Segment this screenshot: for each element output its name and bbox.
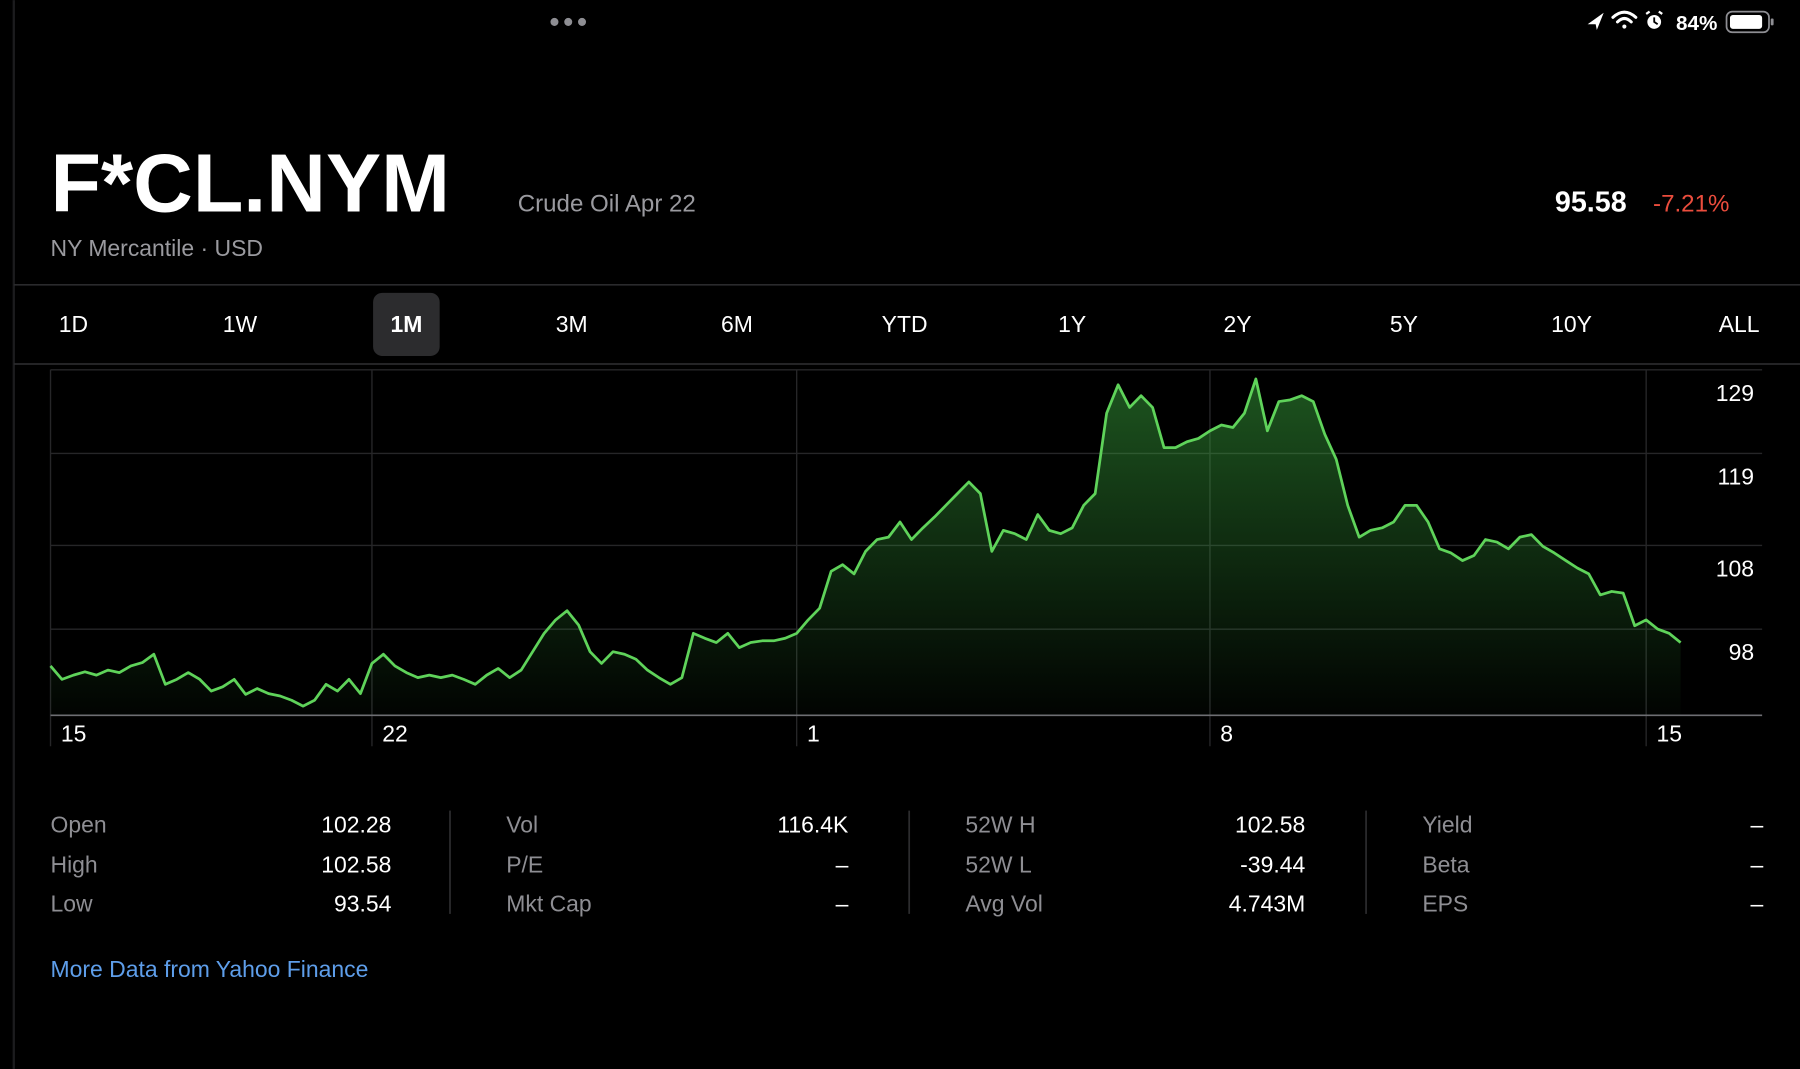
range-selected-bg [373, 292, 440, 356]
stat-label: Low [51, 891, 94, 917]
chart: 98 108 119 129 15 22 1 8 15 [49, 369, 1763, 747]
stats-table: Open 102.28 High 102.58 Low 93.54 Vol 116.4K P/E… [51, 810, 1763, 917]
range-option[interactable]: ALL [1719, 311, 1760, 337]
x-tick-label: 15 [1657, 721, 1683, 747]
stat-label: Mkt Cap [506, 891, 591, 917]
range-option[interactable]: 2Y [1223, 311, 1251, 337]
stat-value: 102.28 [321, 811, 391, 837]
range-option[interactable]: 6M [721, 311, 753, 337]
stat-label: Yield [1422, 811, 1472, 837]
stat-value: – [1750, 852, 1763, 878]
stat-label: Beta [1422, 852, 1469, 878]
x-tick-label: 15 [61, 721, 87, 747]
y-tick-label: 108 [1716, 555, 1754, 581]
instrument-name: Crude Oil Apr 22 [518, 190, 696, 217]
range-option[interactable]: 3M [556, 311, 588, 337]
location-icon [1587, 12, 1604, 30]
stat-value: 102.58 [321, 852, 391, 878]
y-tick-label: 129 [1716, 380, 1754, 406]
x-tick-label: 22 [382, 721, 408, 747]
stat-value: – [1750, 891, 1763, 917]
stat-label: Vol [506, 811, 538, 837]
range-option[interactable]: 1W [223, 311, 258, 337]
area-fill [50, 378, 1681, 716]
battery-icon [1725, 10, 1774, 34]
stat-value: 116.4K [777, 811, 849, 837]
range-option[interactable]: YTD [882, 311, 928, 337]
stat-value: 93.54 [334, 891, 392, 917]
price-change: -7.21% [1653, 190, 1729, 217]
stat-value: 102.58 [1235, 811, 1305, 837]
y-tick-label: 119 [1718, 463, 1755, 489]
wifi-icon [1611, 10, 1638, 29]
x-tick-label: 8 [1220, 721, 1233, 747]
stat-label: High [51, 852, 98, 878]
stat-value: – [836, 891, 849, 917]
multitask-dots[interactable] [550, 17, 587, 26]
stat-label: 52W H [965, 811, 1035, 837]
stat-value: – [1750, 811, 1763, 837]
price-line [49, 377, 1682, 708]
stat-label: 52W L [965, 852, 1031, 878]
x-tick-label: 1 [807, 721, 820, 747]
stat-label: P/E [506, 852, 543, 878]
range-option[interactable]: 1D [59, 311, 88, 337]
y-tick-label: 98 [1729, 639, 1755, 665]
range-option[interactable]: 1Y [1058, 311, 1086, 337]
price: 95.58 [1555, 186, 1627, 218]
symbol: F*CL.NYM [51, 136, 450, 229]
more-data-link[interactable]: More Data from Yahoo Finance [51, 956, 369, 982]
battery-percent: 84% [1676, 12, 1717, 35]
stat-label: Open [51, 811, 107, 837]
range-option[interactable]: 5Y [1390, 311, 1418, 337]
exchange: NY Mercantile · USD [51, 235, 263, 261]
stat-value: -39.44 [1240, 852, 1305, 878]
stat-label: Avg Vol [965, 891, 1042, 917]
range-selector: 1D 1W 1M 3M 6M YTD 1Y 2Y 5Y 10Y ALL [59, 292, 1760, 356]
stat-label: EPS [1422, 891, 1468, 917]
range-option[interactable]: 1M [390, 311, 422, 337]
stat-value: – [836, 852, 849, 878]
stat-value: 4.743M [1229, 891, 1306, 917]
alarm-icon [1645, 10, 1663, 29]
range-option[interactable]: 10Y [1551, 311, 1592, 337]
